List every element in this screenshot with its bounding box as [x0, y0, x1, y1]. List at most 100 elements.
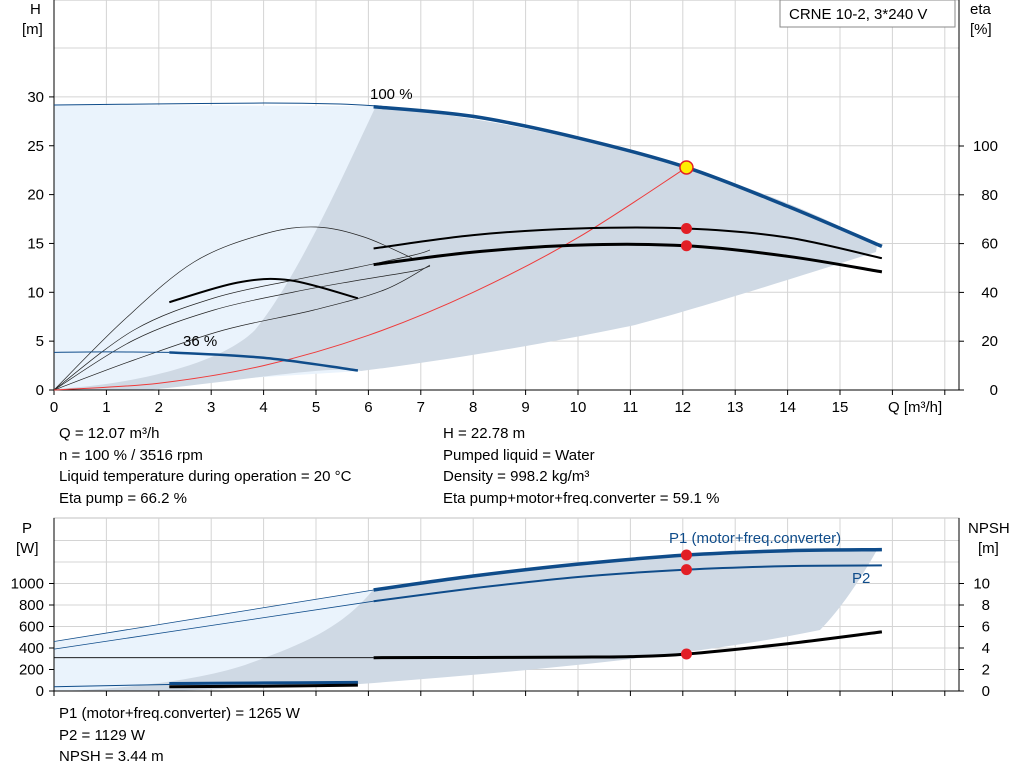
x-tick-label-3: 3 — [207, 399, 215, 416]
lower-y-right-tick-label-10: 10 — [973, 576, 990, 593]
x-tick-label-9: 9 — [521, 399, 529, 416]
title-box — [779, 0, 956, 28]
x-axis-label: Q [m³/h] — [888, 399, 942, 416]
info-head: H = 22.78 m — [443, 425, 526, 442]
info-lower: P1 (motor+freq.converter) = 1265 W P2 = … — [59, 703, 300, 768]
y-left-tick-label-0: 0 — [36, 382, 44, 399]
duty-point-eta-total — [680, 240, 692, 252]
lower-y-right-tick-label-8: 8 — [982, 597, 990, 614]
lower-y-left-tick-label-600: 600 — [19, 619, 44, 636]
lower-y-left-tick-label-400: 400 — [19, 640, 44, 657]
x-tick-label-7: 7 — [417, 399, 425, 416]
y-left-label-h-unit: [m] — [22, 21, 43, 38]
lower-y-right-tick-label-4: 4 — [982, 640, 990, 657]
p1-curve — [373, 547, 882, 592]
duty-point-p2 — [680, 564, 692, 576]
part-load-curve-1 — [53, 249, 431, 391]
lower-y-right-tick-label-2: 2 — [982, 662, 990, 679]
y-left-tick-label-30: 30 — [27, 89, 44, 106]
info-eta-total: Eta pump+motor+freq.converter = 59.1 % — [443, 489, 720, 507]
y-right-tick-label-80: 80 — [981, 187, 998, 204]
info-flow: Q = 12.07 m³/h — [59, 425, 160, 442]
p2-curve-left — [53, 600, 374, 650]
x-tick-label-4: 4 — [259, 399, 267, 416]
lower-operating-region — [54, 550, 877, 691]
info-density: Density = 998.2 kg/m³ — [443, 468, 590, 485]
info-p2: P2 = 1129 W — [59, 726, 146, 744]
duty-point-eta-pump — [680, 222, 692, 234]
y-left-tick-label-15: 15 — [27, 235, 44, 252]
curve-label-36: 36 % — [183, 333, 217, 350]
h-curve-36-left — [53, 351, 170, 353]
part-load-curve-2 — [53, 265, 431, 391]
duty-point-p1 — [680, 549, 692, 561]
y-left-tick-label-10: 10 — [27, 284, 44, 301]
y-right-label-npsh: NPSH — [968, 520, 1010, 537]
part-load-curve-0 — [53, 226, 413, 391]
x-tick-label-11: 11 — [623, 399, 639, 416]
y-right-tick-label-100: 100 — [973, 138, 998, 155]
x-tick-label-10: 10 — [570, 399, 587, 416]
lower-y-left-tick-label-200: 200 — [19, 662, 44, 679]
y-left-tick-label-25: 25 — [27, 138, 44, 155]
info-p1: P1 (motor+freq.converter) = 1265 W — [59, 705, 300, 722]
x-tick-label-6: 6 — [364, 399, 372, 416]
info-pumped-liquid: Pumped liquid = Water — [443, 446, 595, 464]
p2-curve-min-speed — [169, 683, 358, 689]
upper-axes: 0 1 2 3 4 5 6 7 8 9 10 11 12 13 14 15051015202530020406… — [27, 0, 998, 416]
p1-curve-left — [53, 589, 374, 642]
x-tick-label-5: 5 — [312, 399, 320, 416]
x-tick-label-8: 8 — [469, 399, 477, 416]
lower-curves — [53, 547, 883, 689]
lower-y-right-tick-label-0: 0 — [982, 683, 990, 700]
x-tick-label-13: 13 — [727, 399, 744, 416]
part-load-curve-3 — [53, 264, 431, 391]
y-left-label-p: P — [22, 520, 32, 537]
lower-y-left-tick-label-0: 0 — [36, 683, 44, 700]
x-tick-label-15: 15 — [832, 399, 849, 416]
x-tick-label-2: 2 — [155, 399, 163, 416]
y-left-label-h: H — [30, 1, 41, 18]
lower-y-left-tick-label-800: 800 — [19, 597, 44, 614]
title-box-text: CRNE 10-2, 3*240 V — [789, 6, 927, 23]
p1-curve-min-speed-bold — [169, 680, 358, 685]
info-eta-pump: Eta pump = 66.2 % — [59, 489, 187, 507]
x-tick-label-1: 1 — [102, 399, 110, 416]
info-speed: n = 100 % / 3516 rpm — [59, 446, 203, 464]
h-curve-max-left — [53, 102, 377, 107]
lower-y-left-tick-label-1000: 1000 — [11, 576, 44, 593]
upper-curves — [53, 102, 883, 391]
upper-chart: 0 1 2 3 4 5 6 7 8 9 10 11 12 13 14 15051015202530020406… — [22, 0, 998, 416]
y-right-label-eta: eta — [970, 1, 992, 18]
x-tick-label-0: 0 — [50, 399, 58, 416]
p1-curve-label: P1 (motor+freq.converter) — [669, 530, 841, 547]
h-curve-36 — [169, 351, 359, 372]
eta-min-speed-curve — [169, 277, 359, 304]
info-upper-right: H = 22.78 m Pumped liquid = Water Densit… — [443, 423, 719, 509]
lower-y-right-tick-label-6: 6 — [982, 619, 990, 636]
y-right-tick-label-40: 40 — [981, 284, 998, 301]
y-left-tick-label-20: 20 — [27, 187, 44, 204]
y-right-label-npsh-unit: [m] — [978, 540, 999, 557]
lower-chart: 0 200 400 600 800 1000 0 2 4 6 8 10 P1 (motor+freq.… — [11, 517, 1010, 700]
upper-duty-points — [679, 160, 694, 252]
info-upper-left: Q = 12.07 m³/h n = 100 % / 3516 rpm Liqu… — [59, 423, 351, 509]
x-tick-label-12: 12 — [674, 399, 691, 416]
y-left-tick-label-5: 5 — [36, 333, 44, 350]
x-tick-label-14: 14 — [779, 399, 796, 416]
y-right-tick-label-0: 0 — [990, 382, 998, 399]
p2-curve-label: P2 — [852, 570, 870, 587]
y-right-label-eta-unit: [%] — [970, 21, 992, 38]
curve-label-100: 100 % — [370, 86, 413, 103]
h-curve-100 — [373, 104, 883, 249]
info-npsh: NPSH = 3.44 m — [59, 748, 164, 765]
y-left-label-p-unit: [W] — [16, 540, 39, 557]
eta-pump-curve — [373, 226, 883, 260]
eta-total-curve — [373, 242, 883, 274]
info-liquid-temp: Liquid temperature during operation = 20… — [59, 468, 352, 485]
y-right-tick-label-20: 20 — [981, 333, 998, 350]
duty-point-npsh — [680, 648, 692, 660]
lower-axes: 0 200 400 600 800 1000 0 2 4 6 8 10 — [11, 518, 990, 700]
system-curve — [53, 166, 687, 391]
